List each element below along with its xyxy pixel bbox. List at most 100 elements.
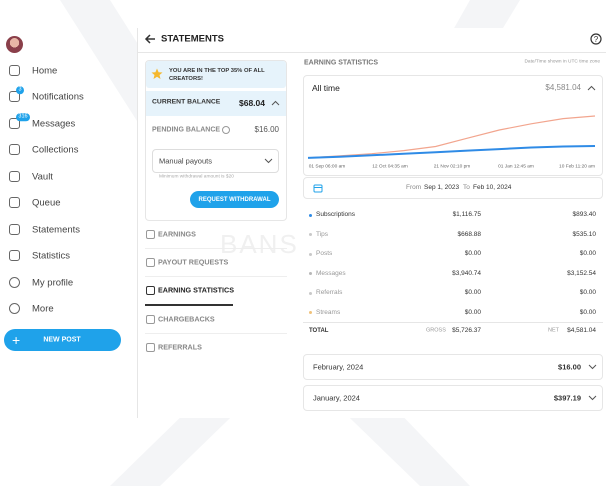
month-row-box[interactable]: [303, 354, 603, 380]
row-gross: $0.00: [464, 249, 481, 257]
menu-item[interactable]: PAYOUT REQUESTS: [158, 257, 229, 267]
current-balance-row[interactable]: [146, 91, 286, 116]
row-net: $893.40: [572, 210, 597, 218]
active-underline: [145, 304, 233, 306]
current-balance-value: $68.04: [239, 97, 265, 108]
nav-badge: 3: [16, 86, 24, 94]
from-date[interactable]: Sep 1, 2023: [424, 183, 460, 191]
balance-card: [145, 60, 287, 221]
period-label[interactable]: All time: [312, 82, 340, 93]
row-gross: $0.00: [464, 308, 481, 316]
chevron[interactable]: [587, 85, 596, 91]
nav-icon[interactable]: [9, 250, 20, 261]
chart-card: [303, 75, 603, 176]
chart-x-label: 10 Feb 11:20 am: [559, 164, 595, 170]
row-dot: [309, 272, 312, 275]
withdraw-button[interactable]: [190, 191, 279, 208]
min-note: Minimum withdrawal amount is $20: [159, 174, 234, 180]
nav-icon[interactable]: [9, 144, 20, 155]
nav-item[interactable]: Queue: [32, 197, 61, 209]
period-total: $4,581.04: [545, 83, 581, 92]
month-row-box[interactable]: [303, 385, 603, 411]
month-label[interactable]: January, 2024: [313, 393, 360, 403]
row-dot: [309, 252, 312, 256]
nav-icon[interactable]: [9, 277, 20, 288]
menu-icon[interactable]: [146, 257, 155, 267]
row-label: Posts: [316, 249, 333, 257]
menu-item[interactable]: EARNING STATISTICS: [158, 285, 235, 295]
to-date[interactable]: Feb 10, 2024: [473, 183, 512, 191]
nav-item[interactable]: More: [32, 303, 54, 315]
total-gross: $5,726.37: [452, 326, 481, 334]
timezone-note: Date/Time shown in UTC time zone: [524, 59, 600, 65]
nav-icon[interactable]: [9, 91, 20, 102]
new-post-label[interactable]: NEW POST: [43, 336, 81, 344]
payout-select-text[interactable]: Manual payouts: [159, 156, 212, 166]
chevron[interactable]: [271, 100, 280, 106]
nav-item[interactable]: Notifications: [32, 91, 84, 103]
header-divider: [137, 52, 606, 53]
nav-icon[interactable]: [9, 171, 20, 182]
total-divider: [303, 322, 603, 323]
row-dot: [309, 213, 312, 217]
month-label[interactable]: February, 2024: [313, 362, 364, 372]
menu-item[interactable]: CHARGEBACKS: [158, 314, 215, 324]
menu-icon[interactable]: [146, 229, 155, 239]
nav-icon[interactable]: [9, 303, 20, 314]
row-gross: $3,940.74: [452, 269, 481, 277]
back-arrow[interactable]: [144, 33, 156, 45]
row-label: Subscriptions: [316, 210, 356, 218]
nav-icon[interactable]: [9, 224, 20, 235]
month-value: $397.19: [553, 393, 581, 403]
withdraw-button-label[interactable]: REQUEST WITHDRAWAL: [198, 196, 271, 203]
row-dot: [309, 233, 312, 236]
menu-divider: [145, 304, 287, 305]
chart-x-label: 12 Oct 04:35 am: [372, 164, 408, 170]
chart-x-label: 01 Sep 06:00 am: [308, 164, 346, 170]
pending-balance-value: $16.00: [254, 125, 279, 134]
chart-x-label: 21 Nov 02:10 pm: [433, 164, 471, 170]
month-value: $16.00: [558, 362, 581, 372]
row-dot: [309, 311, 312, 314]
row-net: $0.00: [579, 249, 596, 257]
nav-icon[interactable]: [9, 197, 20, 208]
nav-item[interactable]: Home: [32, 65, 58, 77]
payout-select[interactable]: [152, 149, 279, 173]
nav-item[interactable]: My profile: [32, 277, 74, 289]
current-balance-label: CURRENT BALANCE: [152, 98, 221, 106]
chevron[interactable]: [588, 364, 597, 370]
row-label: Streams: [316, 308, 341, 316]
menu-icon[interactable]: [146, 314, 155, 324]
chevron[interactable]: [264, 158, 273, 164]
watermark: BANS: [220, 229, 299, 259]
row-dot: [309, 291, 312, 295]
nav-icon[interactable]: [9, 118, 20, 129]
nav-item[interactable]: Messages: [32, 118, 76, 130]
date-range-box[interactable]: [303, 177, 603, 199]
row-label: Tips: [316, 230, 329, 238]
row-net: $0.00: [579, 288, 596, 296]
menu-icon[interactable]: [146, 342, 155, 352]
from-label: From: [406, 183, 422, 191]
menu-divider: [145, 248, 287, 249]
chevron[interactable]: [588, 395, 597, 401]
new-post-button[interactable]: [4, 329, 121, 351]
nav-item[interactable]: Vault: [32, 171, 53, 183]
avatar[interactable]: [6, 36, 23, 53]
nav-item[interactable]: Collections: [32, 144, 79, 156]
total-label: TOTAL: [309, 328, 329, 334]
menu-icon[interactable]: [146, 285, 155, 295]
row-net: $535.10: [572, 230, 597, 238]
help-icon[interactable]: ?: [590, 33, 602, 45]
row-label: Messages: [316, 269, 346, 277]
nav-icon[interactable]: [9, 65, 20, 76]
chart-line: [307, 115, 596, 159]
banner-text: YOU ARE IN THE TOP 35% OF ALL CREATORS!: [169, 67, 265, 82]
nav-item[interactable]: Statements: [32, 224, 81, 236]
menu-item[interactable]: EARNINGS: [158, 229, 196, 239]
row-net: $3,152.54: [567, 269, 596, 277]
net-label: NET: [548, 327, 559, 334]
menu-item[interactable]: REFERRALS: [158, 342, 202, 352]
nav-item[interactable]: Statistics: [32, 250, 71, 262]
